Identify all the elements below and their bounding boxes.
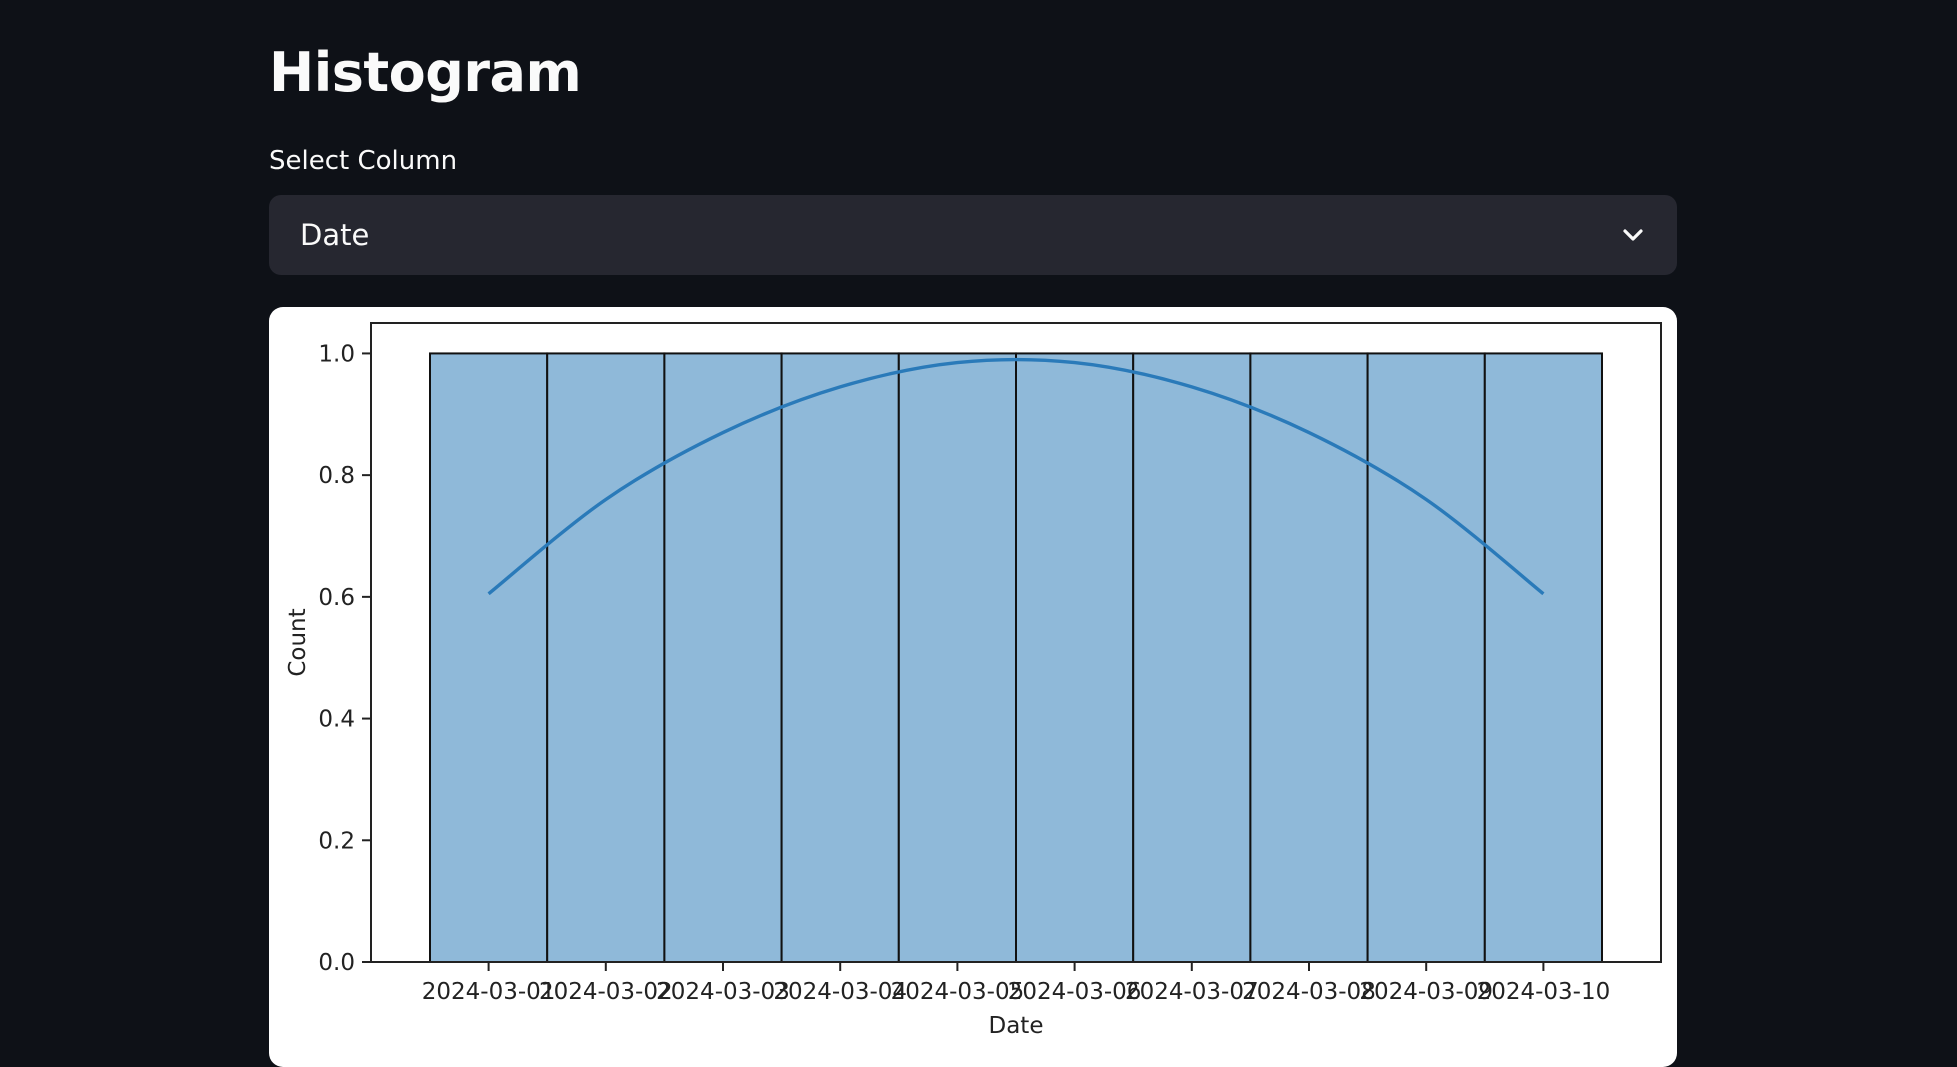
kde-line — [487, 357, 1545, 596]
column-select-value: Date — [300, 218, 370, 252]
histogram-bar — [1015, 352, 1135, 963]
histogram-bar — [1483, 352, 1604, 963]
column-select[interactable]: Date — [269, 195, 1677, 275]
y-tick-label: 0.2 — [318, 828, 355, 854]
x-tick-label: 2024-03-10 — [1477, 979, 1611, 1005]
x-tick-label: 2024-03-02 — [539, 979, 673, 1005]
x-tick-label: 2024-03-03 — [656, 979, 790, 1005]
plot-frame — [370, 322, 1662, 963]
chevron-down-icon[interactable] — [1619, 221, 1647, 249]
select-column-label: Select Column — [269, 146, 458, 176]
y-tick-label: 0.4 — [318, 707, 355, 733]
y-tick-label: 0.0 — [318, 950, 355, 976]
histogram-bar — [780, 352, 900, 963]
x-tick-label: 2024-03-08 — [1242, 979, 1376, 1005]
x-tick-label: 2024-03-07 — [1125, 979, 1259, 1005]
y-tick-label: 0.8 — [318, 463, 355, 489]
x-tick-label: 2024-03-06 — [1008, 979, 1142, 1005]
y-axis-label: Count — [285, 608, 311, 676]
histogram-bar — [897, 352, 1017, 963]
y-tick-label: 0.6 — [318, 585, 355, 611]
y-tick-label: 1.0 — [318, 341, 355, 367]
histogram-bar — [429, 352, 549, 963]
histogram-bar — [1366, 352, 1486, 963]
x-tick-label: 2024-03-09 — [1359, 979, 1493, 1005]
histogram-chart-card: 0.0 0.2 0.4 0.6 0.8 1.0 2024-03-01 2024-03-02 2… — [269, 307, 1677, 1067]
x-tick-label: 2024-03-01 — [422, 979, 556, 1005]
histogram-bar — [546, 352, 666, 963]
histogram-bar — [1132, 352, 1252, 963]
page-title: Histogram — [269, 41, 582, 104]
histogram-bar — [1249, 352, 1369, 963]
histogram-chart: 0.00.20.40.60.81.0 2024-03-012024-03-022… — [285, 322, 1662, 1039]
x-tick-label: 2024-03-04 — [773, 979, 907, 1005]
x-axis-label: Date — [989, 1013, 1044, 1039]
x-tick-label: 2024-03-05 — [891, 979, 1025, 1005]
histogram-bar — [663, 352, 783, 963]
